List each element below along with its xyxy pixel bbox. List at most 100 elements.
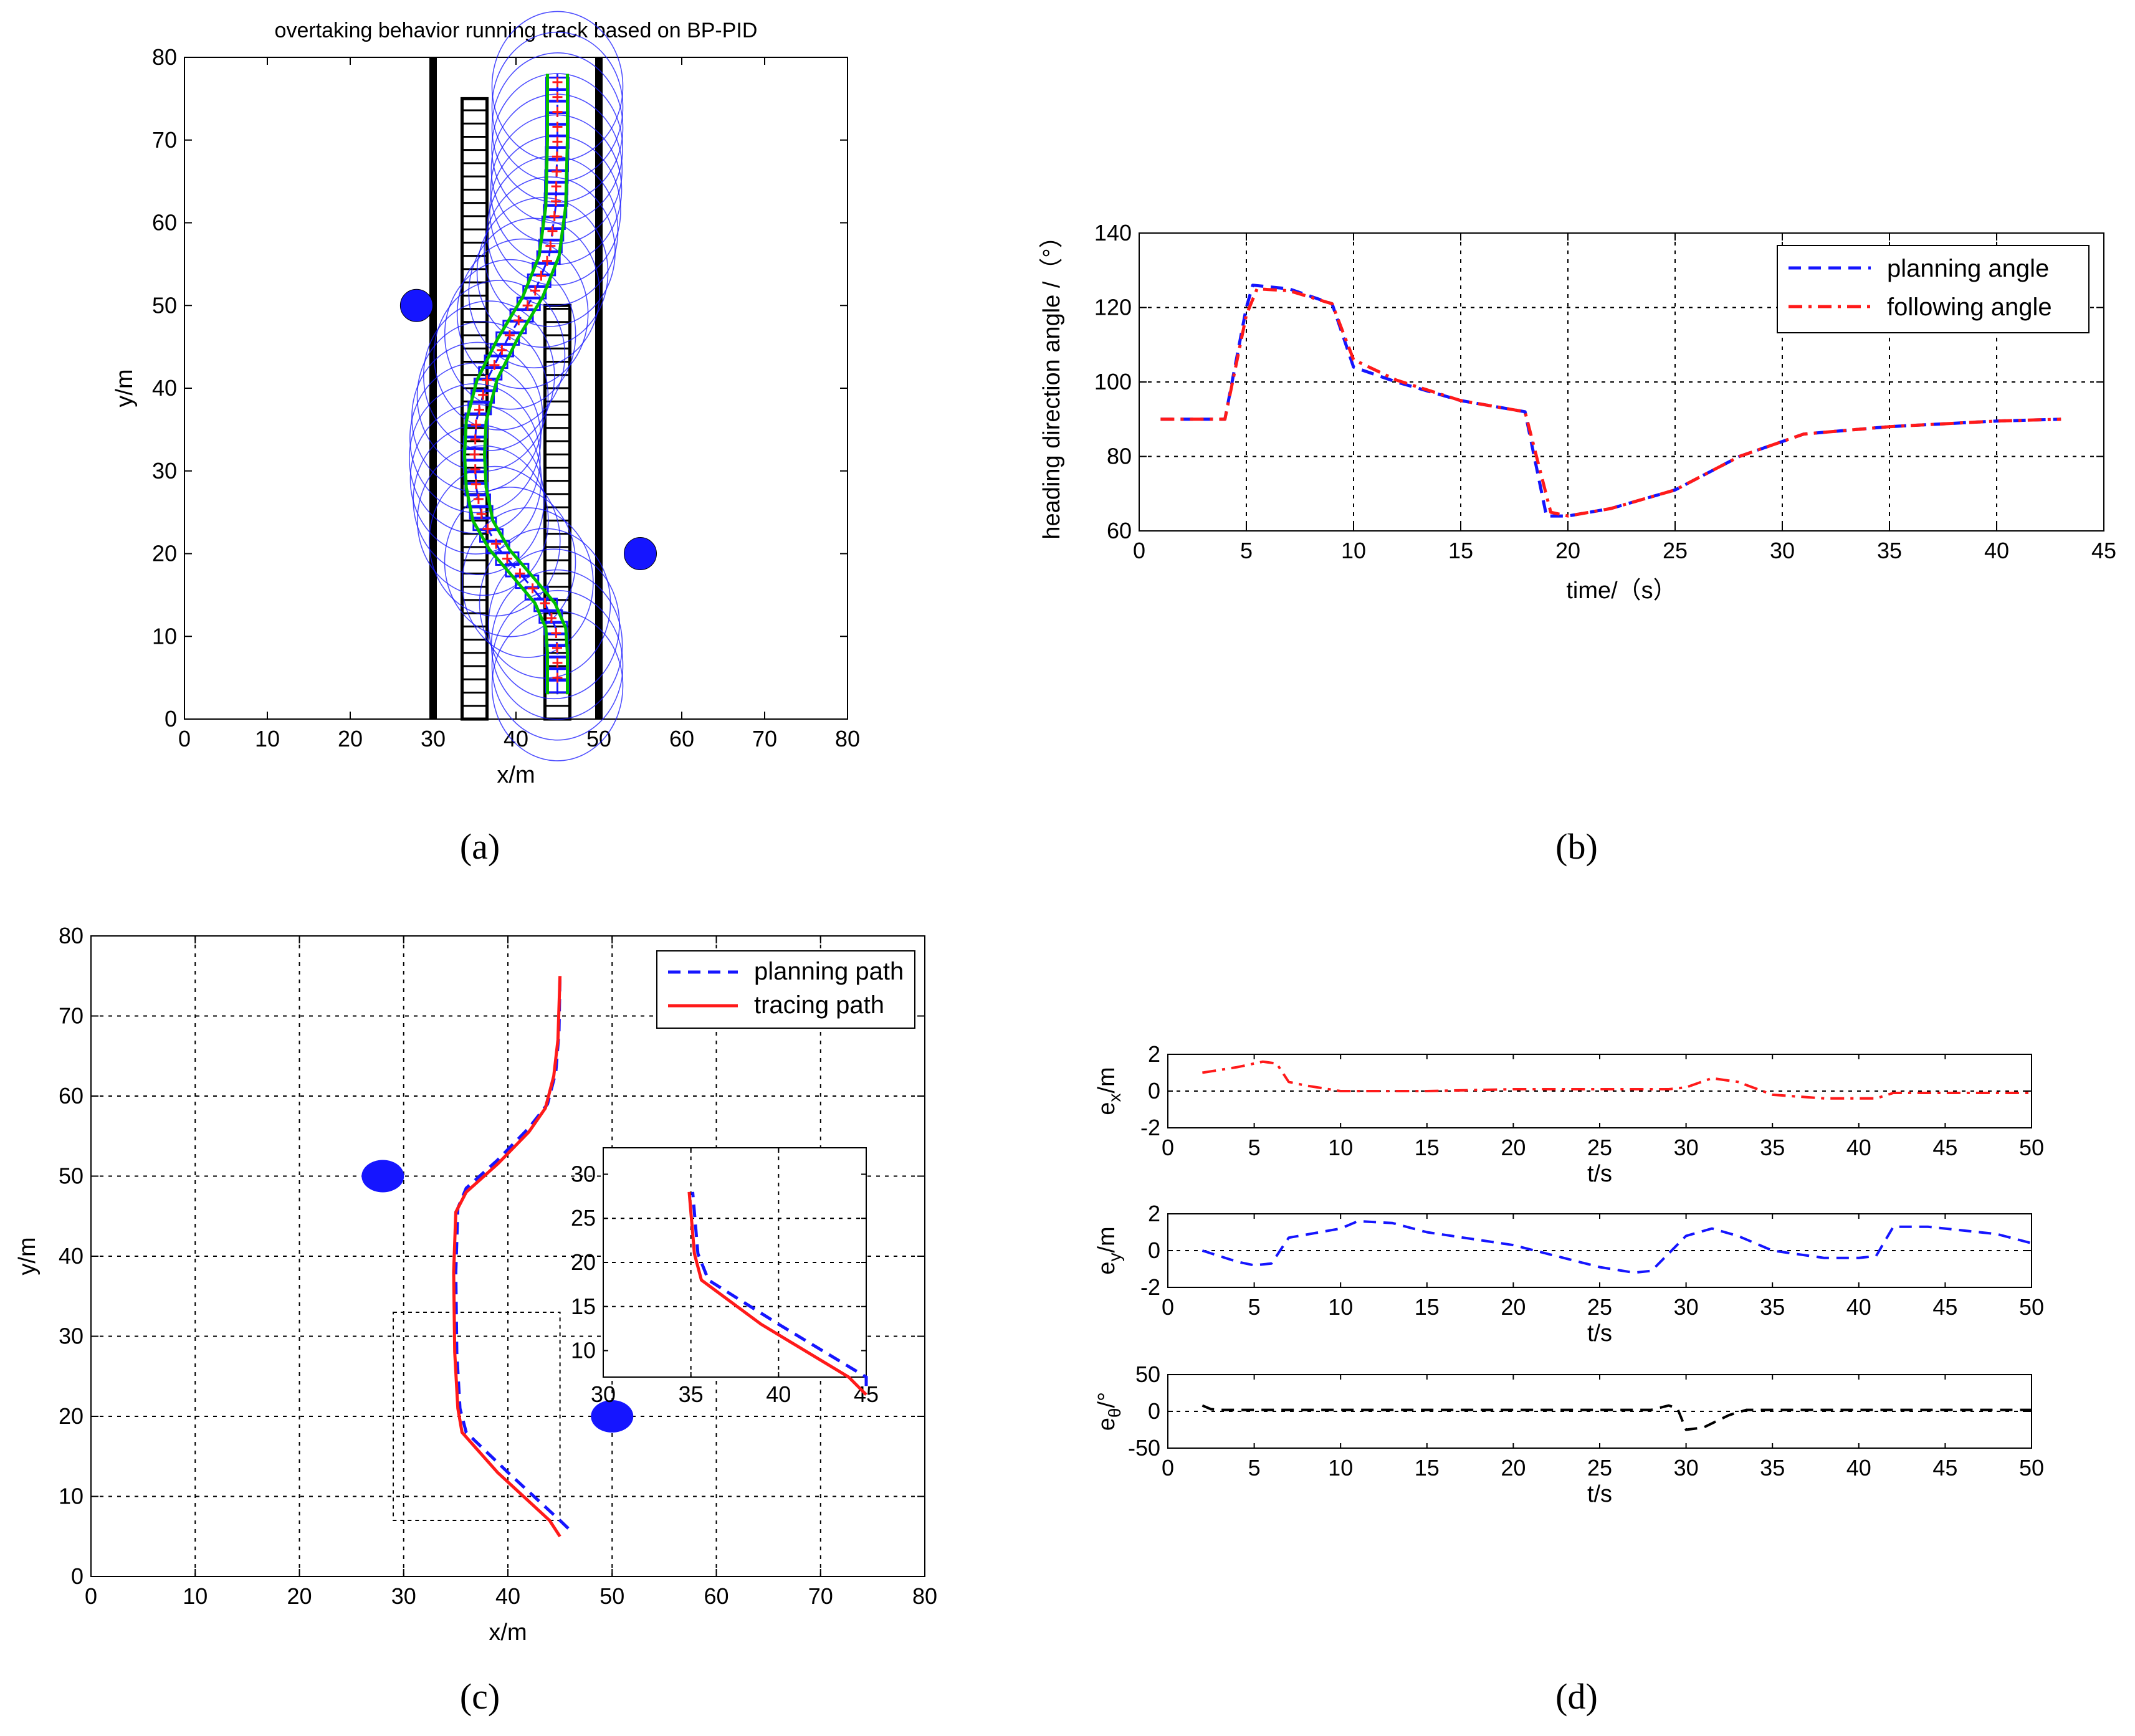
a-panel-label: (a) bbox=[460, 826, 500, 867]
c-xtick-label: 30 bbox=[391, 1583, 416, 1609]
c-obstacle bbox=[361, 1160, 404, 1193]
a-trajectory-marker bbox=[473, 494, 484, 504]
b-xtick-label: 0 bbox=[1133, 538, 1145, 563]
b-xtick-label: 15 bbox=[1448, 538, 1473, 563]
d3-xtick-label: 45 bbox=[1932, 1455, 1957, 1481]
c-xtick-label: 50 bbox=[599, 1583, 624, 1609]
a-trajectory-marker bbox=[552, 166, 562, 177]
b-xtick-label: 35 bbox=[1877, 538, 1902, 563]
d1-xlabel: t/s bbox=[1587, 1161, 1612, 1187]
a-sensing-circle bbox=[456, 238, 589, 389]
a-trajectory-marker bbox=[552, 672, 563, 683]
a-trajectory-marker bbox=[546, 613, 556, 624]
a-sensing-circle bbox=[488, 548, 620, 700]
a-trajectory-marker bbox=[502, 553, 512, 564]
a-xtick-label: 10 bbox=[255, 726, 280, 751]
b-series-following-angle bbox=[1160, 287, 2061, 518]
d3-xtick-label: 25 bbox=[1587, 1455, 1612, 1481]
c-legend-label: planning path bbox=[754, 958, 904, 985]
c-xtick-label: 0 bbox=[85, 1583, 97, 1609]
d2-xtick-label: 15 bbox=[1415, 1294, 1440, 1320]
d1-ylabel-sub: x bbox=[1105, 1094, 1124, 1102]
c-inset-ytick-label: 10 bbox=[571, 1338, 596, 1363]
a-trajectory-marker bbox=[552, 107, 563, 117]
d2-xtick-label: 5 bbox=[1248, 1294, 1261, 1320]
a-trajectory-marker bbox=[482, 523, 493, 534]
a-title: overtaking behavior running track based … bbox=[275, 19, 758, 42]
d3-xtick-label: 5 bbox=[1248, 1455, 1261, 1481]
d1-xtick-label: 50 bbox=[2019, 1135, 2044, 1160]
a-ytick-label: 70 bbox=[152, 127, 177, 153]
a-sensing-circle bbox=[433, 280, 566, 431]
d3-ylabel: eθ/° bbox=[1094, 1392, 1124, 1431]
a-ytick-label: 10 bbox=[152, 623, 177, 649]
a-sensing-circle bbox=[476, 197, 609, 348]
d1-ylabel: ex/m bbox=[1094, 1067, 1124, 1115]
c-ytick-label: 30 bbox=[59, 1323, 84, 1349]
a-trajectory-marker bbox=[504, 330, 515, 341]
a-sensing-circle bbox=[444, 486, 576, 637]
c-ytick-label: 20 bbox=[59, 1403, 84, 1429]
d3-xtick-label: 30 bbox=[1674, 1455, 1699, 1481]
a-sensing-circle bbox=[409, 404, 542, 555]
d1-xtick-label: 10 bbox=[1328, 1135, 1353, 1160]
a-xtick-label: 0 bbox=[178, 726, 191, 751]
d2-xtick-label: 25 bbox=[1587, 1294, 1612, 1320]
c-zoom-region bbox=[393, 1311, 561, 1522]
a-trajectory-marker bbox=[552, 642, 562, 653]
a-trajectory-marker bbox=[469, 449, 480, 460]
d1-xtick-label: 45 bbox=[1932, 1135, 1957, 1160]
d2-ytick-label: 0 bbox=[1148, 1238, 1160, 1263]
c-xtick-label: 80 bbox=[912, 1583, 937, 1609]
a-trajectory-marker bbox=[513, 315, 524, 326]
a-ytick-label: 60 bbox=[152, 210, 177, 236]
d3-xtick-label: 0 bbox=[1162, 1455, 1174, 1481]
a-trajectory-marker bbox=[552, 122, 563, 132]
c-inset-ytick-label: 15 bbox=[571, 1294, 596, 1319]
d1-xtick-label: 30 bbox=[1674, 1135, 1699, 1160]
d2-ytick-label: 2 bbox=[1148, 1201, 1160, 1226]
a-trajectory-marker bbox=[536, 270, 547, 281]
c-inset-xtick-label: 40 bbox=[766, 1381, 791, 1407]
b-xtick-label: 40 bbox=[1984, 538, 2009, 563]
c-series-tracing-path bbox=[452, 976, 562, 1538]
a-xtick-label: 80 bbox=[835, 726, 860, 751]
a-sensing-circle bbox=[409, 362, 542, 513]
c-ytick-label: 0 bbox=[71, 1563, 84, 1589]
a-trajectory-marker bbox=[530, 285, 540, 296]
a-trajectory-marker bbox=[551, 627, 561, 638]
c-ytick-label: 10 bbox=[59, 1484, 84, 1509]
a-trajectory-marker bbox=[476, 508, 487, 519]
c-xtick-label: 10 bbox=[183, 1583, 208, 1609]
a-parked-vehicle-column bbox=[461, 97, 489, 721]
c-panel-label: (c) bbox=[460, 1676, 500, 1717]
d3-ytick-label: 0 bbox=[1148, 1398, 1160, 1424]
a-trajectory-marker bbox=[522, 300, 533, 311]
a-sensing-circle bbox=[479, 528, 611, 679]
a-trajectory-marker bbox=[547, 226, 558, 236]
b-panel-label: (b) bbox=[1555, 826, 1598, 867]
d3-xtick-label: 10 bbox=[1328, 1455, 1353, 1481]
b-ytick-label: 60 bbox=[1107, 518, 1132, 543]
d2-ylabel-base: e bbox=[1094, 1262, 1120, 1275]
d3-ytick-label: -50 bbox=[1128, 1435, 1160, 1461]
d2-ylabel-sub: y bbox=[1105, 1253, 1124, 1262]
b-legend-label: planning angle bbox=[1887, 255, 2049, 282]
b-legend-box bbox=[1777, 245, 2090, 333]
a-trajectory-marker bbox=[551, 181, 561, 192]
a-xtick-label: 30 bbox=[421, 726, 446, 751]
a-trajectory-marker bbox=[551, 196, 561, 206]
a-trajectory-marker bbox=[491, 538, 502, 549]
b-xtick-label: 30 bbox=[1770, 538, 1795, 563]
d2-xtick-label: 0 bbox=[1162, 1294, 1174, 1320]
d3-series-e_theta bbox=[1201, 1404, 2032, 1431]
a-obstacle bbox=[624, 537, 657, 570]
d2-ylabel-unit: /m bbox=[1094, 1226, 1120, 1252]
d1-xtick-label: 5 bbox=[1248, 1135, 1261, 1160]
a-trajectory-marker bbox=[470, 419, 481, 430]
c-inset-ytick-label: 30 bbox=[571, 1161, 596, 1186]
a-sensing-circle bbox=[491, 589, 624, 741]
a-trajectory-marker bbox=[552, 77, 563, 87]
b-legend-label: following angle bbox=[1887, 293, 2052, 321]
